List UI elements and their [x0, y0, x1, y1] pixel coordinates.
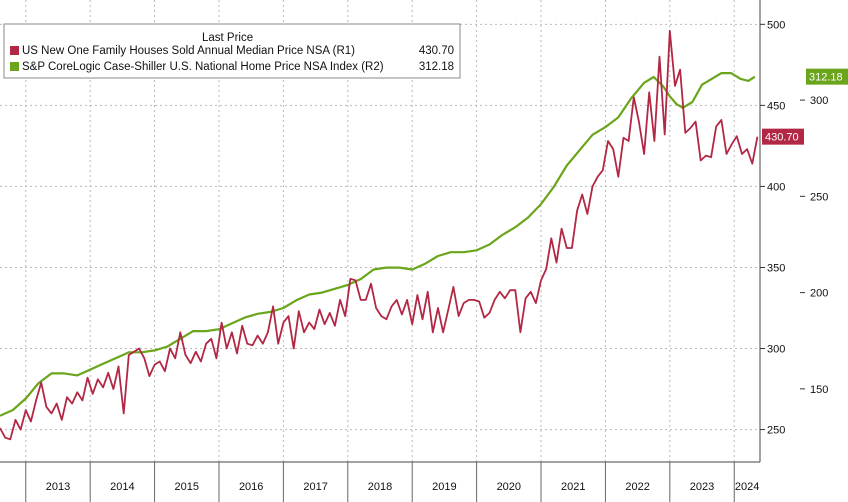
r1-tick-label: 450: [767, 100, 785, 112]
x-tick-label: 2019: [432, 481, 456, 493]
legend: Last Price US New One Family Houses Sold…: [3, 23, 461, 79]
r2-tick-label: 150: [810, 384, 828, 396]
x-axis: 2013 2014 2015 2016 2017 2018 2019 2020 2021 2022…: [25, 462, 759, 502]
x-tick-label: 2023: [690, 481, 714, 493]
y-axis-r2: 300 250 200 150: [800, 95, 828, 396]
last-value-tags: 430.70 312.18: [762, 68, 848, 145]
x-tick-label: 2015: [175, 481, 199, 493]
x-tick-label: 2014: [110, 481, 134, 493]
r1-tick-label: 400: [767, 181, 785, 193]
r1-tick-label: 350: [767, 262, 785, 274]
legend-value: 312.18: [419, 61, 454, 73]
legend-title: Last Price: [202, 32, 253, 44]
legend-label: S&P CoreLogic Case-Shiller U.S. National…: [22, 61, 384, 73]
last-value-tag-label: 312.18: [809, 72, 843, 84]
r2-tick-label: 300: [810, 95, 828, 107]
x-tick-label: 2018: [368, 481, 392, 493]
legend-box: [3, 23, 461, 79]
series-line-0: [0, 29, 759, 441]
last-value-tag: [762, 128, 804, 145]
series-layer: [0, 29, 759, 441]
x-tick-label: 2013: [46, 481, 70, 493]
series-line-1: [0, 72, 756, 417]
x-tick-label: 2021: [561, 481, 585, 493]
r1-tick-label: 300: [767, 344, 785, 356]
r2-tick-label: 250: [810, 191, 828, 203]
r1-tick-label: 250: [767, 425, 785, 437]
x-tick-label: 2016: [239, 481, 263, 493]
y-axis-r1: 500 450 400 350 300 250: [760, 19, 785, 437]
legend-value: 430.70: [419, 45, 454, 57]
x-tick-label: 2017: [303, 481, 327, 493]
x-tick-label: 2020: [497, 481, 521, 493]
last-value-tag: [806, 68, 848, 85]
x-tick-label: 2024: [735, 481, 759, 493]
x-tick-label: 2022: [625, 481, 649, 493]
legend-swatch: [10, 46, 19, 55]
legend-swatch: [10, 62, 19, 71]
last-value-tag-label: 430.70: [765, 132, 799, 144]
legend-label: US New One Family Houses Sold Annual Med…: [22, 45, 355, 57]
r1-tick-label: 500: [767, 19, 785, 31]
r2-tick-label: 200: [810, 288, 828, 300]
